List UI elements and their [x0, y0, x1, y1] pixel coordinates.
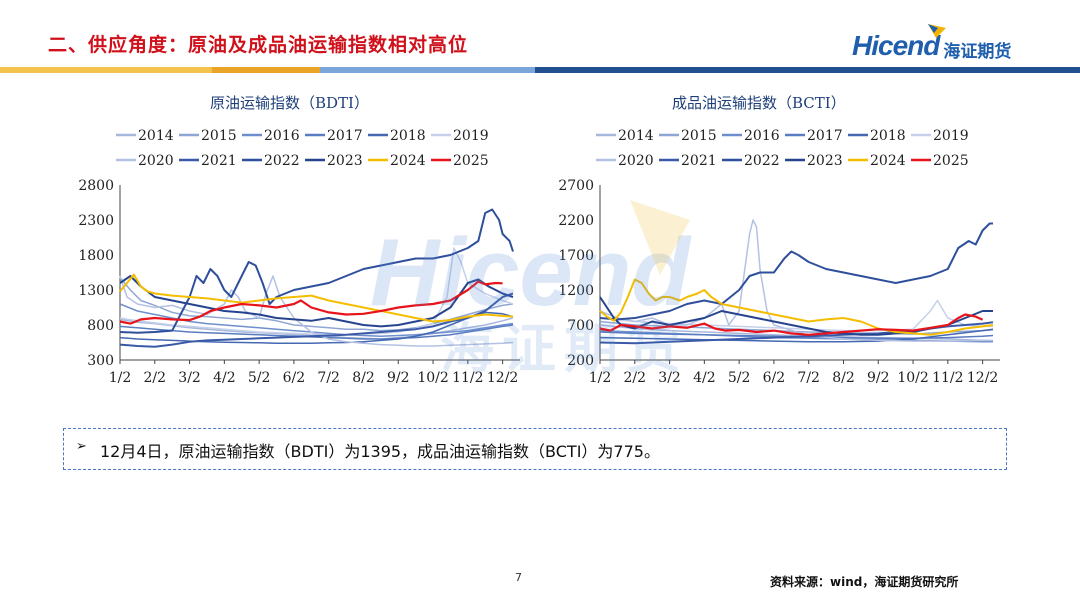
series-line-2023	[119, 275, 514, 328]
legend-label-2025: 2025	[453, 153, 489, 169]
y-tick-label: 700	[567, 318, 594, 334]
legend-label-2025: 2025	[933, 153, 969, 169]
series-line-2024	[599, 278, 994, 336]
series-line-2018	[599, 328, 994, 343]
source-note: 资料来源：wind，海证期货研究所	[770, 575, 959, 589]
x-tick-label: 3/2	[178, 370, 201, 386]
legend-label-2024: 2024	[390, 153, 426, 169]
header-band-lightblue	[320, 67, 535, 73]
legend-label-2023: 2023	[327, 153, 363, 169]
x-tick-label: 1/2	[589, 370, 612, 386]
legend-label-2020: 2020	[138, 153, 174, 169]
series-line-2017	[119, 324, 514, 340]
legend-label-2023: 2023	[807, 153, 843, 169]
y-tick-label: 1200	[558, 283, 594, 299]
series-line-2025	[119, 280, 503, 325]
note-box: ➢ 12月4日，原油运输指数（BDTI）为1395，成品油运输指数（BCTI）为…	[63, 428, 1007, 470]
legend-label-2022: 2022	[744, 153, 780, 169]
x-tick-label: 8/2	[352, 370, 375, 386]
legend-label-2024: 2024	[870, 153, 906, 169]
slide-title: 二、供应角度：原油及成品油运输指数相对高位	[48, 34, 469, 56]
series-line-2020	[599, 219, 993, 342]
legend-label-2016: 2016	[744, 128, 780, 144]
legend-label-2022: 2022	[264, 153, 300, 169]
x-tick-label: 7/2	[317, 370, 340, 386]
y-tick-label: 2700	[558, 178, 594, 194]
legend-label-2021: 2021	[681, 153, 717, 169]
logo-chinese-name: 海证期货	[943, 41, 1012, 62]
series-line-2024	[119, 273, 514, 323]
bullet-arrow-icon: ➢	[76, 439, 87, 454]
header-band-darkblue	[535, 67, 1080, 73]
legend-label-2019: 2019	[453, 128, 489, 144]
series-line-2025	[599, 313, 984, 336]
x-tick-label: 4/2	[213, 370, 236, 386]
series-line-2022	[599, 222, 993, 321]
x-tick-label: 4/2	[693, 370, 716, 386]
x-tick-label: 10/2	[897, 370, 928, 386]
legend-label-2019: 2019	[933, 128, 969, 144]
chart-title-bdti: 原油运输指数（BDTI）	[210, 94, 369, 112]
x-tick-label: 1/2	[109, 370, 132, 386]
x-tick-label: 6/2	[283, 370, 306, 386]
y-tick-label: 1300	[78, 283, 114, 299]
x-tick-label: 12/2	[487, 370, 518, 386]
y-tick-label: 2200	[558, 213, 594, 229]
y-tick-label: 800	[87, 318, 114, 334]
legend-label-2015: 2015	[681, 128, 717, 144]
legend-label-2018: 2018	[870, 128, 906, 144]
legend-label-2015: 2015	[201, 128, 237, 144]
series-line-2021	[599, 321, 994, 345]
chart-title-bcti: 成品油运输指数（BCTI）	[672, 94, 846, 112]
x-tick-label: 7/2	[797, 370, 820, 386]
header-band-orange	[212, 67, 320, 73]
x-tick-label: 3/2	[658, 370, 681, 386]
chart-bdti-svg: 2014 2015 2016 2017 2018 2019 2020 2021 2022 2023…	[78, 128, 520, 386]
legend-label-2018: 2018	[390, 128, 426, 144]
y-tick-label: 2800	[78, 178, 114, 194]
x-tick-label: 9/2	[867, 370, 890, 386]
y-tick-label: 1700	[558, 248, 594, 264]
chart-bcti-svg: 2014 2015 2016 2017 2018 2019 2020 2021 2022 2023…	[558, 128, 1000, 386]
y-tick-label: 300	[87, 353, 114, 369]
y-tick-label: 200	[567, 353, 594, 369]
y-tick-label: 1800	[78, 248, 114, 264]
note-text: 12月4日，原油运输指数（BDTI）为1395，成品油运输指数（BCTI）为77…	[100, 442, 660, 461]
logo-flag-icon	[928, 24, 946, 38]
page-number: 7	[515, 571, 522, 584]
legend-label-2017: 2017	[327, 128, 363, 144]
x-tick-label: 2/2	[624, 370, 647, 386]
x-tick-label: 8/2	[832, 370, 855, 386]
series-line-2021	[119, 292, 514, 348]
chart-bcti: 2014 2015 2016 2017 2018 2019 2020 2021 2022 2023…	[540, 120, 1010, 404]
x-tick-label: 12/2	[967, 370, 998, 386]
legend-label-2021: 2021	[201, 153, 237, 169]
x-tick-label: 2/2	[144, 370, 167, 386]
chart-bdti: 2014 2015 2016 2017 2018 2019 2020 2021 2022 2023…	[60, 120, 530, 404]
x-tick-label: 9/2	[387, 370, 410, 386]
legend-label-2014: 2014	[618, 128, 654, 144]
x-tick-label: 11/2	[452, 370, 483, 386]
series-line-2022	[119, 208, 514, 334]
x-tick-label: 5/2	[728, 370, 751, 386]
y-tick-label: 2300	[78, 213, 114, 229]
x-tick-label: 6/2	[763, 370, 786, 386]
header-band-yellow	[0, 67, 212, 73]
legend-label-2014: 2014	[138, 128, 174, 144]
series-line-2018	[119, 311, 514, 344]
x-tick-label: 5/2	[248, 370, 271, 386]
x-tick-label: 11/2	[932, 370, 963, 386]
legend-label-2017: 2017	[807, 128, 843, 144]
logo-word: Hicend	[852, 30, 940, 61]
legend-label-2020: 2020	[618, 153, 654, 169]
company-logo: Hicend 海证期货	[852, 24, 1012, 62]
legend-label-2016: 2016	[264, 128, 300, 144]
x-tick-label: 10/2	[417, 370, 448, 386]
